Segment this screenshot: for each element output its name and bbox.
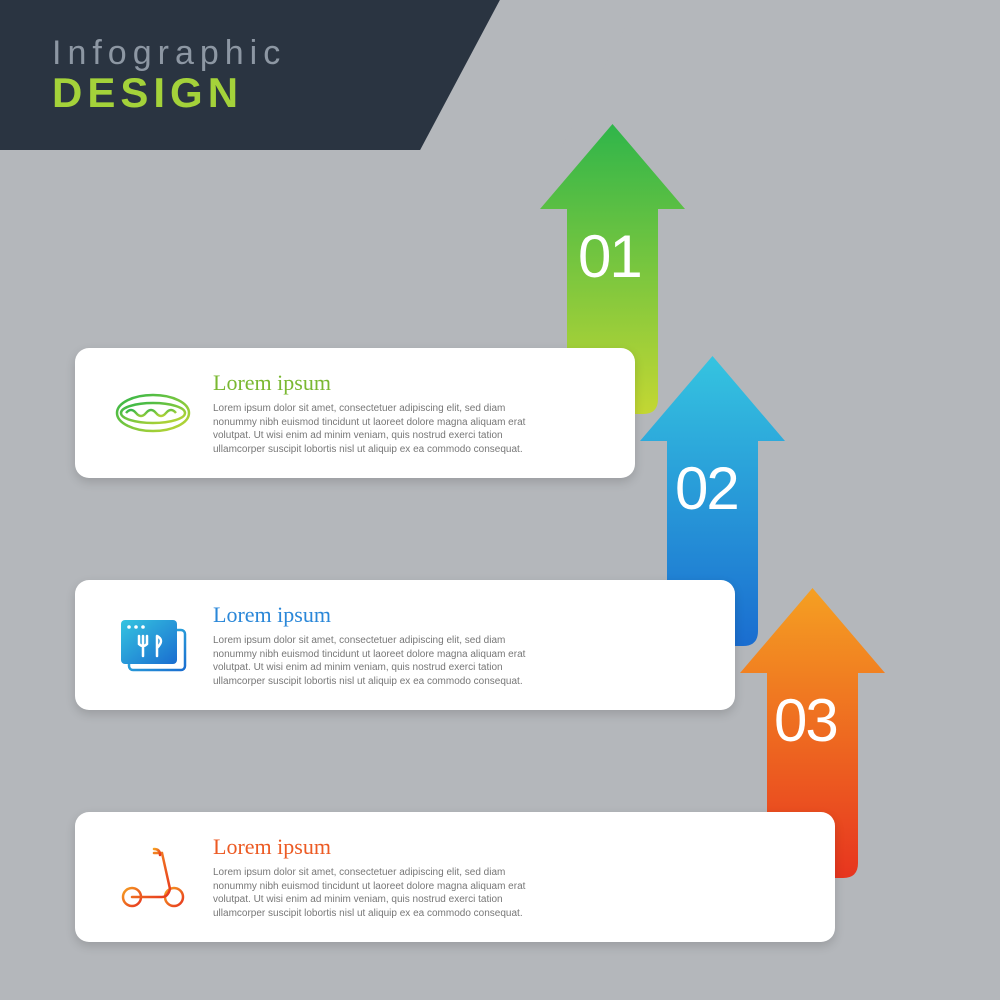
card-body-3: Lorem ipsum dolor sit amet, consectetuer… [213, 866, 543, 920]
header-banner: Infographic DESIGN [0, 0, 530, 150]
info-card-2: Lorem ipsum Lorem ipsum dolor sit amet, … [75, 580, 735, 710]
card-body-2: Lorem ipsum dolor sit amet, consectetuer… [213, 634, 543, 688]
step-number-2: 02 [675, 454, 738, 523]
header-line2: DESIGN [52, 69, 530, 117]
step-number-1: 01 [578, 222, 641, 291]
card-title-2: Lorem ipsum [213, 602, 715, 628]
hotdog-icon [103, 389, 203, 437]
scooter-icon [103, 845, 203, 909]
header-line1: Infographic [52, 34, 530, 73]
info-card-1: Lorem ipsum Lorem ipsum dolor sit amet, … [75, 348, 635, 478]
step-number-3: 03 [774, 686, 837, 755]
card-body-1: Lorem ipsum dolor sit amet, consectetuer… [213, 402, 543, 456]
info-card-3: Lorem ipsum Lorem ipsum dolor sit amet, … [75, 812, 835, 942]
food-order-icon [103, 616, 203, 674]
card-title-1: Lorem ipsum [213, 370, 615, 396]
card-title-3: Lorem ipsum [213, 834, 815, 860]
